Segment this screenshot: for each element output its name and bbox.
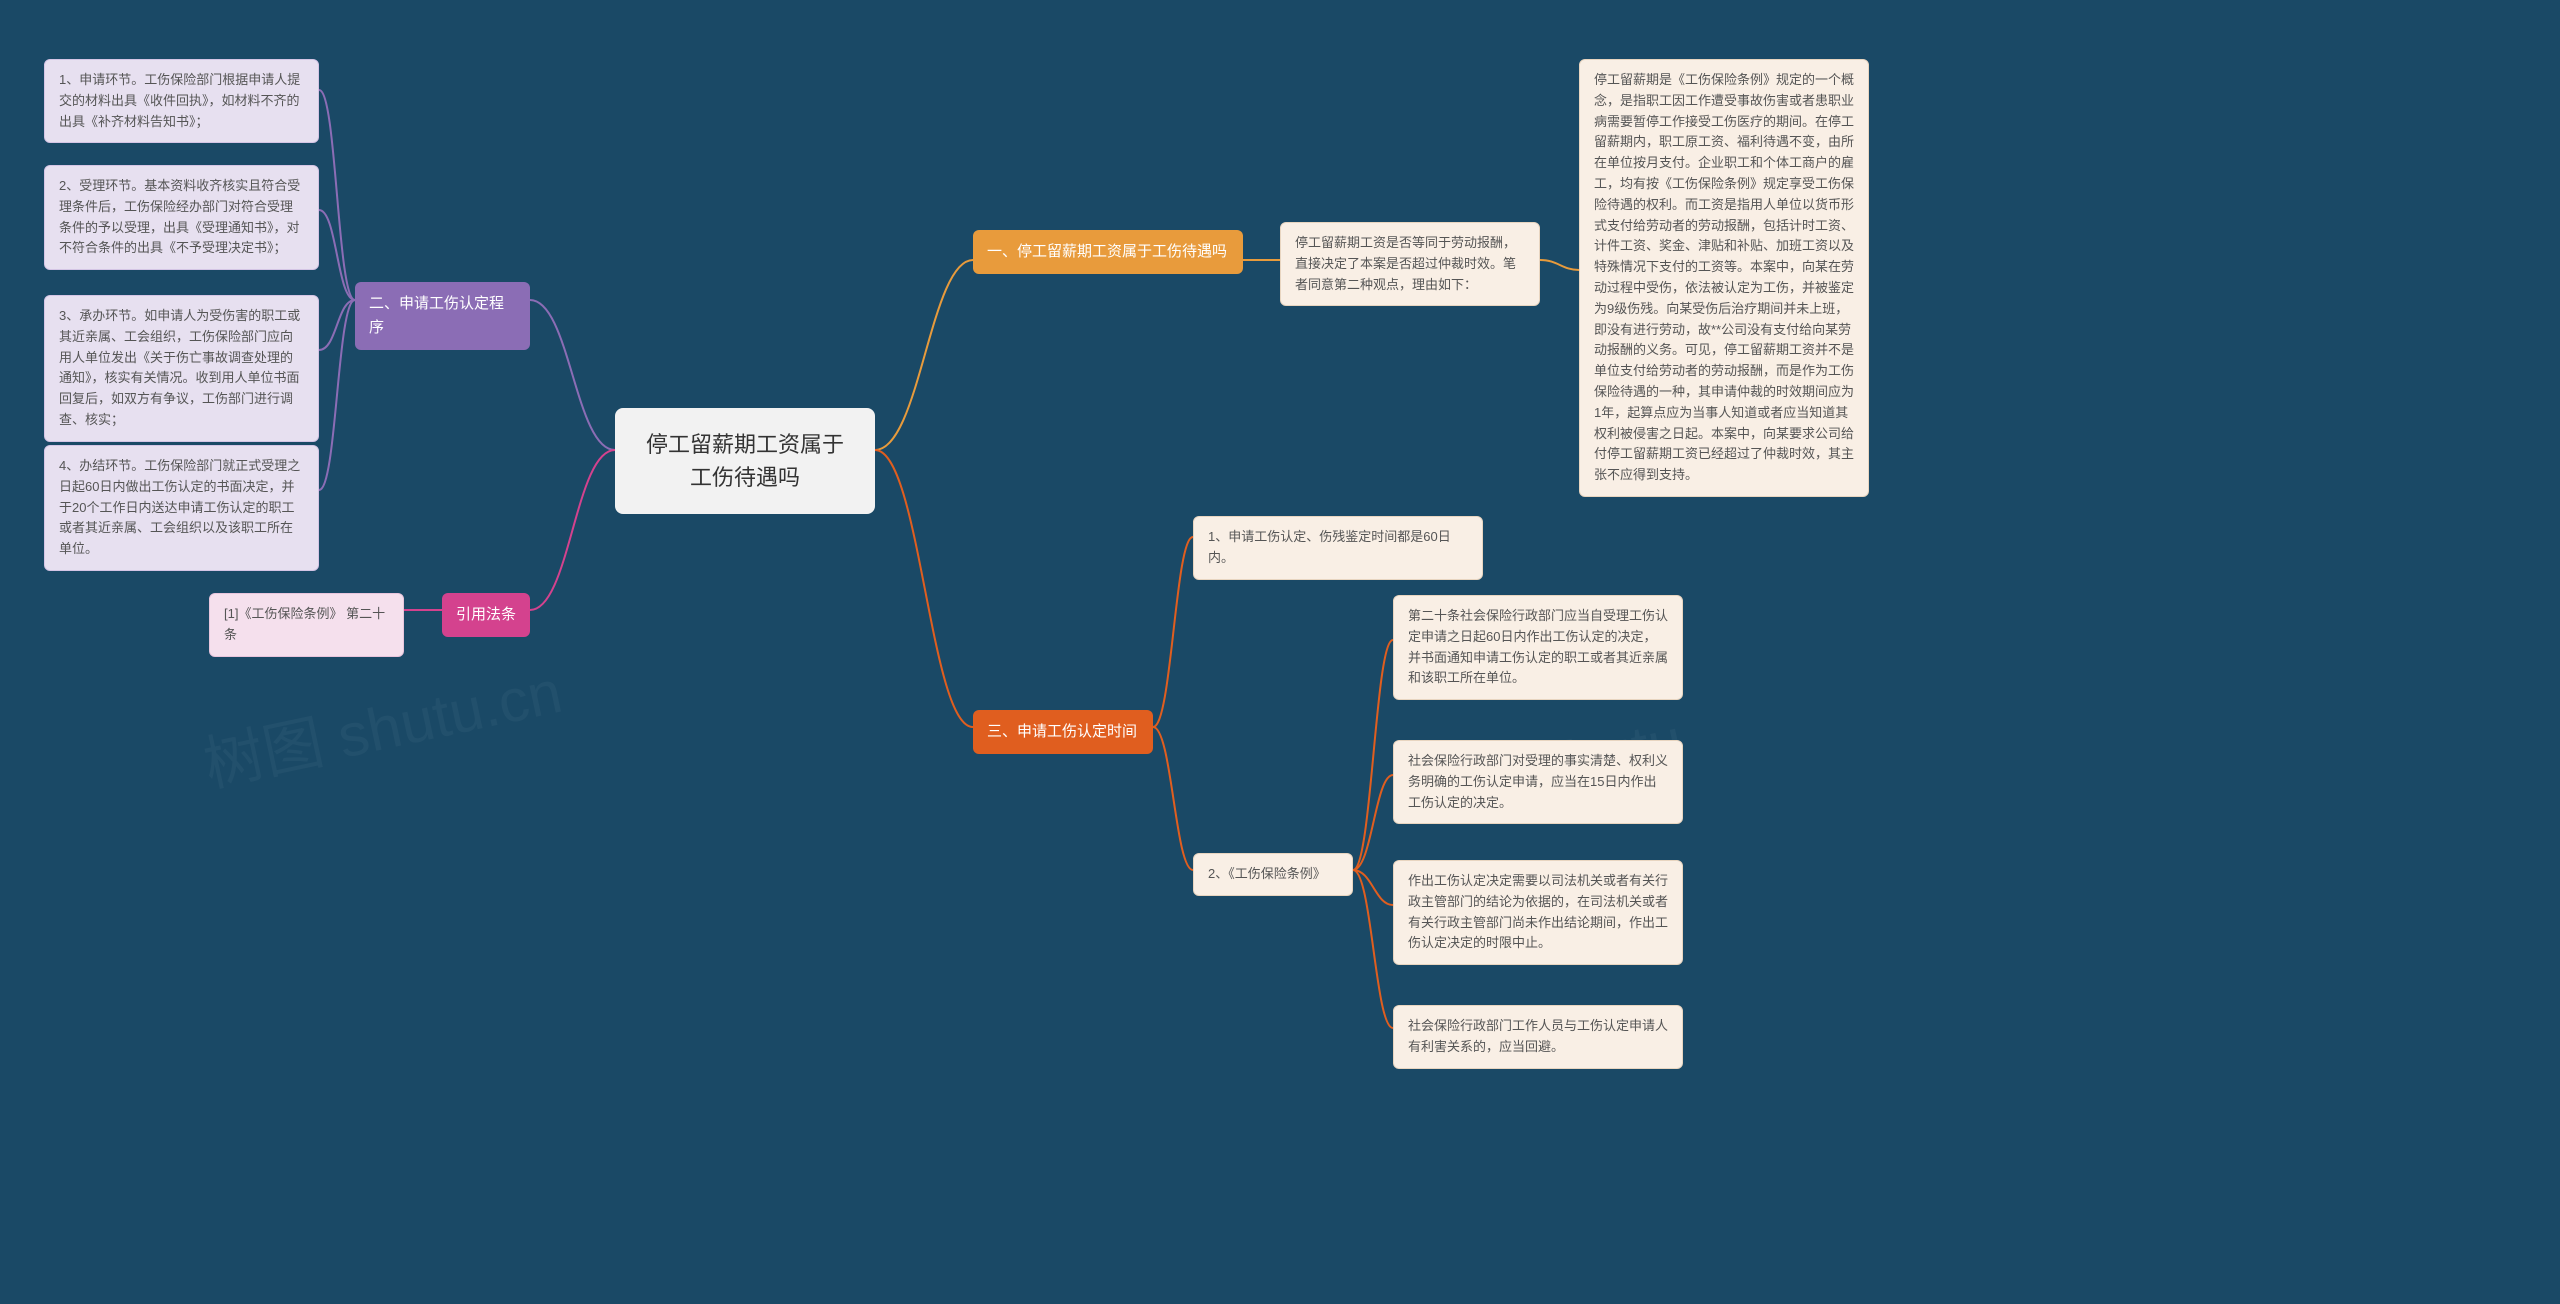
branch-r1[interactable]: 一、停工留薪期工资属于工伤待遇吗 (973, 230, 1243, 274)
leaf-r3-1[interactable]: 1、申请工伤认定、伤残鉴定时间都是60日内。 (1193, 516, 1483, 580)
leaf-l2-3[interactable]: 3、承办环节。如申请人为受伤害的职工或其近亲属、工会组织，工伤保险部门应向用人单… (44, 295, 319, 442)
center-node[interactable]: 停工留薪期工资属于工伤待遇吗 (615, 408, 875, 514)
watermark-1: 树图 shutu.cn (195, 643, 569, 804)
branch-law[interactable]: 引用法条 (442, 593, 530, 637)
leaf-r3-2-4[interactable]: 社会保险行政部门工作人员与工伤认定申请人有利害关系的，应当回避。 (1393, 1005, 1683, 1069)
leaf-l2-4[interactable]: 4、办结环节。工伤保险部门就正式受理之日起60日内做出工伤认定的书面决定，并于2… (44, 445, 319, 571)
branch-l2[interactable]: 二、申请工伤认定程序 (355, 282, 530, 350)
leaf-l2-2[interactable]: 2、受理环节。基本资料收齐核实且符合受理条件后，工伤保险经办部门对符合受理条件的… (44, 165, 319, 270)
leaf-r1-1-1[interactable]: 停工留薪期是《工伤保险条例》规定的一个概念，是指职工因工作遭受事故伤害或者患职业… (1579, 59, 1869, 497)
leaf-r1-1[interactable]: 停工留薪期工资是否等同于劳动报酬，直接决定了本案是否超过仲裁时效。笔者同意第二种… (1280, 222, 1540, 306)
leaf-r3-2-1[interactable]: 第二十条社会保险行政部门应当自受理工伤认定申请之日起60日内作出工伤认定的决定，… (1393, 595, 1683, 700)
branch-r3[interactable]: 三、申请工伤认定时间 (973, 710, 1153, 754)
leaf-r3-2[interactable]: 2、《工伤保险条例》 (1193, 853, 1353, 896)
leaf-r3-2-2[interactable]: 社会保险行政部门对受理的事实清楚、权利义务明确的工伤认定申请，应当在15日内作出… (1393, 740, 1683, 824)
leaf-law-1[interactable]: [1]《工伤保险条例》 第二十条 (209, 593, 404, 657)
leaf-r3-2-3[interactable]: 作出工伤认定决定需要以司法机关或者有关行政主管部门的结论为依据的，在司法机关或者… (1393, 860, 1683, 965)
leaf-l2-1[interactable]: 1、申请环节。工伤保险部门根据申请人提交的材料出具《收件回执》，如材料不齐的出具… (44, 59, 319, 143)
